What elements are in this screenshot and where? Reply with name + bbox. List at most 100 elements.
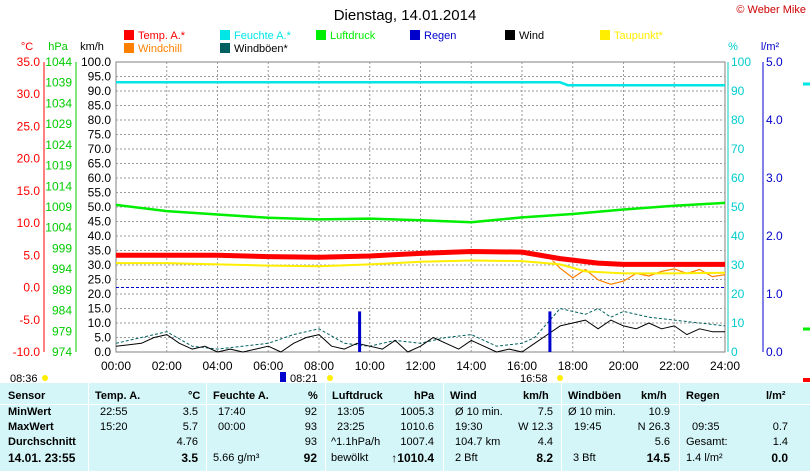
- axis-tick-label: 994: [52, 262, 72, 276]
- axis-tick-label: 80: [731, 113, 745, 127]
- axis-tick-label: 989: [52, 283, 72, 297]
- axis-tick-label: 50: [731, 200, 745, 214]
- header-temp-unit: °C: [188, 390, 201, 402]
- legend-label: Windchill: [138, 43, 182, 55]
- legend-swatch: [505, 30, 515, 40]
- axis-tick-label: 70: [731, 142, 745, 156]
- axis-tick-label: 95.0: [88, 70, 112, 84]
- axis-tick-label: 100: [731, 55, 751, 69]
- series-line: [115, 319, 725, 353]
- statistics-table: Sensor Temp. A. °C Feuchte A. % Luftdruc…: [0, 383, 810, 471]
- x-tick-label: 18:00: [558, 359, 588, 373]
- header-pressure: Luftdruck: [332, 390, 383, 402]
- legend-swatch: [316, 30, 326, 40]
- axis-tick-label: 1024: [45, 138, 72, 152]
- axis-unit: km/h: [80, 41, 104, 53]
- wind-sub: 104.7 km: [455, 436, 501, 448]
- x-tick-label: 12:00: [405, 359, 435, 373]
- axis-tick-label: 50.0: [88, 200, 112, 214]
- pressure-value: ↑1010.4: [391, 451, 434, 465]
- humidity-absolute: 5.66 g/m³: [213, 452, 260, 464]
- temp-value: 3.5: [182, 406, 198, 418]
- axis-tick-label: 1.0: [766, 287, 783, 301]
- column-divider: [679, 383, 680, 471]
- copyright-text: © Weber Mike: [736, 4, 806, 16]
- axis-tick-label: 1004: [45, 221, 72, 235]
- axis-tick-label: 0.0: [766, 345, 783, 359]
- x-tick-label: 22:00: [659, 359, 689, 373]
- temp-time: 22:55: [100, 406, 128, 418]
- axis-unit: %: [728, 41, 738, 53]
- gust-beaufort: 3 Bft: [573, 452, 596, 464]
- x-tick-label: 04:00: [202, 359, 232, 373]
- x-tick-label: 20:00: [608, 359, 638, 373]
- time-marker-label: 08:21: [290, 373, 318, 383]
- axis-tick-label: 60: [731, 171, 745, 185]
- x-tick-label: 16:00: [507, 359, 537, 373]
- rain-bar: [358, 311, 362, 352]
- legend-label: Luftdruck: [330, 30, 376, 42]
- x-tick-label: 14:00: [456, 359, 486, 373]
- wind-value: W 12.3: [518, 421, 553, 433]
- wind-sub: Ø 10 min.: [455, 406, 503, 418]
- axis-tick-label: 20.0: [17, 152, 41, 166]
- weather-forecast: bewölkt: [331, 452, 369, 464]
- header-temp: Temp. A.: [95, 390, 141, 402]
- axis-tick-label: 20: [731, 287, 745, 301]
- axis-tick-label: -10.0: [13, 345, 41, 359]
- legend-label: Feuchte A.*: [234, 30, 292, 42]
- row-label: MinWert: [8, 406, 52, 418]
- header-humidity: Feuchte A.: [213, 390, 269, 402]
- axis-tick-label: 65.0: [88, 157, 112, 171]
- wind-sub: 19:30: [455, 421, 483, 433]
- pressure-trend: ^1.1hPa/h: [331, 436, 381, 448]
- axis-tick-label: 5.0: [23, 248, 40, 262]
- legend-label: Taupunkt*: [614, 30, 664, 42]
- axis-tick-label: 979: [52, 324, 72, 338]
- gust-value: 14.5: [646, 451, 670, 465]
- header-gust: Windböen: [568, 390, 622, 402]
- axis-tick-label: 5.0: [766, 55, 783, 69]
- rain-total: 1.4 l/m²: [686, 452, 723, 464]
- legend-swatch: [124, 43, 134, 53]
- rain-value: 0.0: [771, 451, 788, 465]
- header-rain: Regen: [686, 390, 720, 402]
- series-line: [116, 259, 726, 275]
- header-wind: Wind: [450, 390, 477, 402]
- header-wind-unit: km/h: [523, 390, 549, 402]
- gust-value: N 26.3: [637, 421, 670, 433]
- wind-beaufort: 2 Bft: [455, 452, 478, 464]
- axis-tick-label: 40.0: [88, 229, 112, 243]
- header-humidity-unit: %: [308, 390, 318, 402]
- gust-value: 5.6: [654, 436, 670, 448]
- temp-value: 3.5: [181, 451, 198, 465]
- legend-swatch: [220, 43, 230, 53]
- rain-value: 1.4: [772, 436, 788, 448]
- axis-tick-label: 999: [52, 241, 72, 255]
- axis-tick-label: 75.0: [88, 128, 112, 142]
- axis-tick-label: 15.0: [88, 302, 112, 316]
- header-sensor: Sensor: [8, 390, 46, 402]
- rain-value: 0.7: [772, 421, 788, 433]
- header-pressure-unit: hPa: [414, 390, 435, 402]
- axis-tick-label: -5.0: [19, 313, 40, 327]
- legend-label: Temp. A.*: [138, 30, 186, 42]
- axis-tick-label: 1034: [45, 96, 72, 110]
- axis-tick-label: 5.0: [94, 331, 111, 345]
- series-line: [115, 201, 726, 224]
- axis-tick-label: 45.0: [88, 215, 112, 229]
- humidity-value: 92: [303, 451, 317, 465]
- x-tick-label: 24:00: [710, 359, 740, 373]
- wind-value: 8.2: [536, 451, 553, 465]
- axis-tick-label: 60.0: [88, 171, 112, 185]
- axis-tick-label: 0.0: [94, 345, 111, 359]
- time-marker-label: 16:58: [520, 373, 548, 383]
- legend-swatch: [220, 30, 230, 40]
- humidity-time: 00:00: [218, 421, 246, 433]
- axis-tick-label: 2.0: [766, 229, 783, 243]
- axis-tick-label: 1009: [45, 200, 72, 214]
- x-tick-label: 08:00: [304, 359, 334, 373]
- row-label: 14.01. 23:55: [8, 451, 76, 465]
- column-divider: [88, 383, 89, 471]
- axis-tick-label: 974: [52, 345, 72, 359]
